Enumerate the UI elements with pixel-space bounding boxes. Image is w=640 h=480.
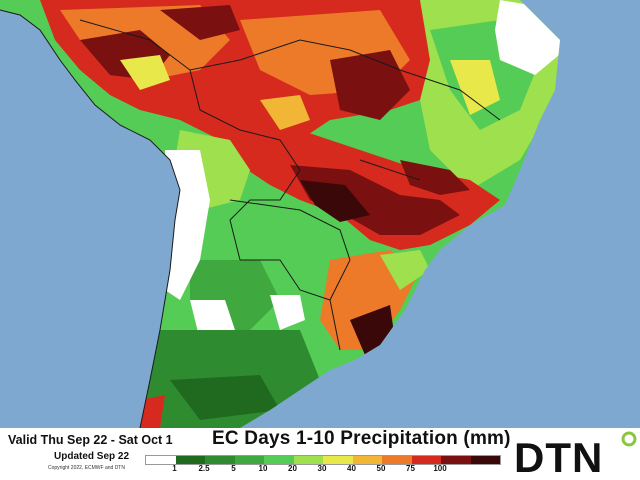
- legend-tick-label: 40: [347, 464, 356, 473]
- legend-tick-label: 10: [258, 464, 268, 473]
- footer-bar: [0, 428, 640, 480]
- legend-swatch: [264, 456, 294, 464]
- updated-date: Updated Sep 22: [54, 451, 130, 462]
- legend-swatch: [323, 456, 353, 464]
- legend-swatch: [146, 456, 176, 464]
- legend-tick-label: 30: [317, 464, 327, 473]
- legend-swatch: [234, 456, 264, 464]
- legend-tick-label: 75: [406, 464, 415, 473]
- legend-swatch: [470, 456, 500, 464]
- legend-swatch: [411, 456, 441, 464]
- legend-tick-label: 50: [376, 464, 386, 473]
- valid-dates: Valid Thu Sep 22 - Sat Oct 1: [8, 433, 173, 447]
- legend-swatch: [175, 456, 205, 464]
- precip-legend-colorbar: [145, 455, 501, 465]
- legend-swatch: [205, 456, 235, 464]
- legend-tick-label: 100: [433, 464, 447, 473]
- legend-swatch: [293, 456, 323, 464]
- legend-tick-label: 20: [288, 464, 297, 473]
- country-borders: [0, 9, 501, 428]
- dtn-logo: DTN: [514, 431, 637, 480]
- copyright-text: Copyright 2022, ECMWF and DTN: [48, 465, 125, 471]
- legend-tick-label: 2.5: [198, 464, 210, 473]
- legend-swatch: [382, 456, 412, 464]
- legend-tick-label: 5: [231, 464, 236, 473]
- legend-swatch: [352, 456, 382, 464]
- legend-tick-label: 1: [172, 464, 177, 473]
- legend-swatch: [441, 456, 471, 464]
- precipitation-map: [0, 0, 560, 428]
- map-title: EC Days 1-10 Precipitation (mm): [212, 428, 511, 449]
- logo-text: DTN: [514, 434, 603, 480]
- logo-accent: [621, 431, 637, 447]
